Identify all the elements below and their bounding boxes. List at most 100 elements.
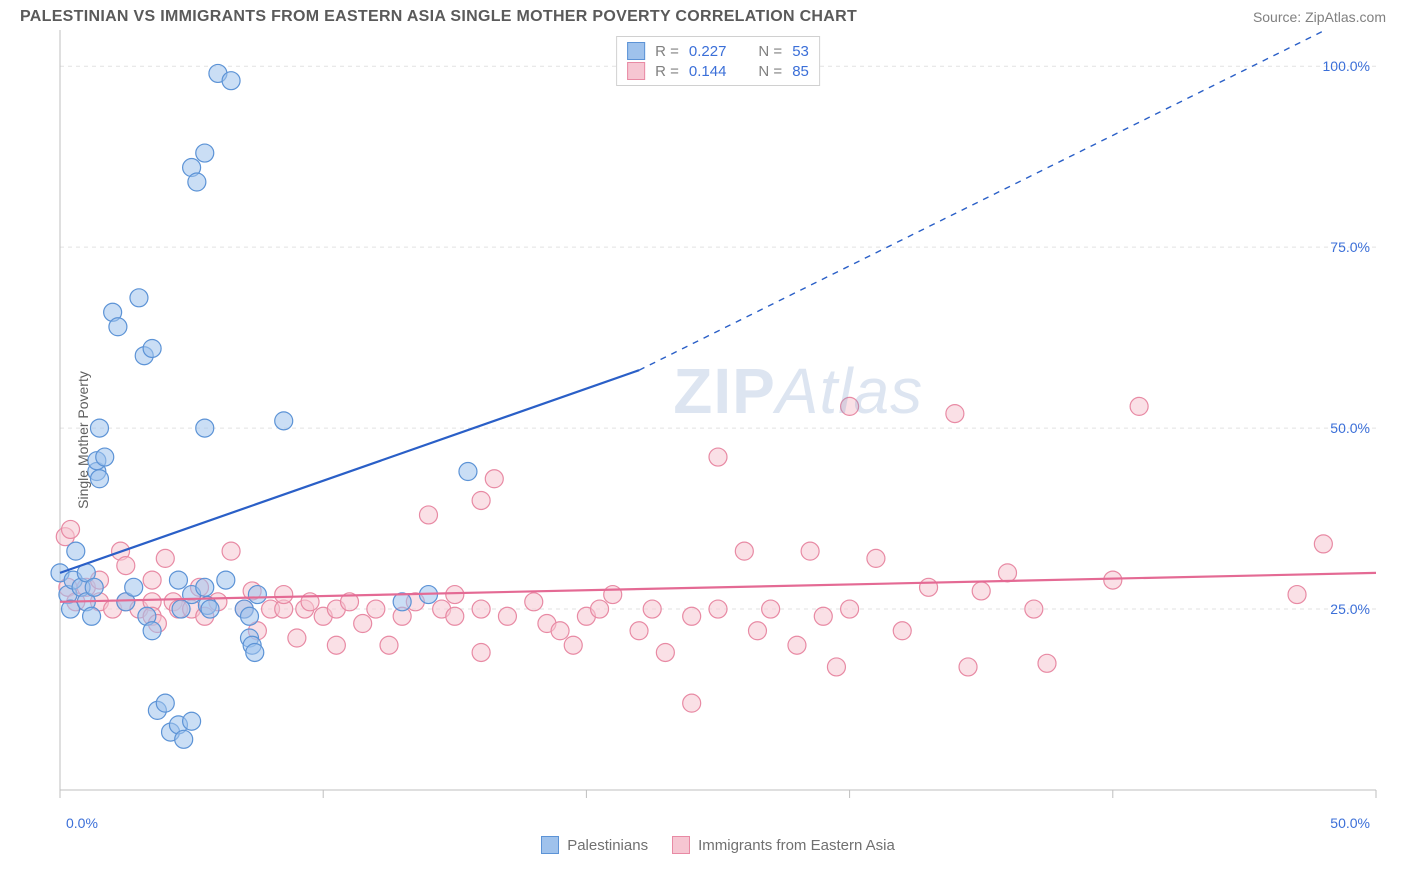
y-tick-label: 50.0% xyxy=(1330,420,1370,436)
data-point-pink xyxy=(1038,654,1056,672)
data-point-blue xyxy=(83,607,101,625)
data-point-pink xyxy=(867,549,885,567)
x-tick-label: 50.0% xyxy=(1330,815,1370,831)
data-point-pink xyxy=(604,586,622,604)
data-point-pink xyxy=(498,607,516,625)
data-point-pink xyxy=(788,636,806,654)
data-point-blue xyxy=(201,600,219,618)
legend-n-value: 85 xyxy=(792,63,809,80)
trendline-blue xyxy=(60,370,639,573)
data-point-pink xyxy=(380,636,398,654)
data-point-pink xyxy=(656,643,674,661)
correlation-legend: R = 0.227 N = 53 R = 0.144 N = 85 xyxy=(616,36,820,86)
data-point-pink xyxy=(354,615,372,633)
data-point-pink xyxy=(591,600,609,618)
data-point-pink xyxy=(485,470,503,488)
data-point-pink xyxy=(551,622,569,640)
data-point-pink xyxy=(143,571,161,589)
data-point-blue xyxy=(196,578,214,596)
legend-n-label: N = xyxy=(758,43,782,60)
legend-swatch-blue xyxy=(541,836,559,854)
data-point-pink xyxy=(564,636,582,654)
data-point-blue xyxy=(175,730,193,748)
data-point-blue xyxy=(85,578,103,596)
legend-swatch-blue xyxy=(627,42,645,60)
data-point-pink xyxy=(1104,571,1122,589)
data-point-pink xyxy=(446,607,464,625)
data-point-pink xyxy=(1288,586,1306,604)
data-point-blue xyxy=(109,318,127,336)
data-point-blue xyxy=(248,586,266,604)
data-point-pink xyxy=(683,694,701,712)
legend-item-pink: Immigrants from Eastern Asia xyxy=(672,836,895,854)
title-bar: PALESTINIAN VS IMMIGRANTS FROM EASTERN A… xyxy=(0,0,1406,30)
legend-n-label: N = xyxy=(758,63,782,80)
legend-row-blue: R = 0.227 N = 53 xyxy=(627,41,809,61)
data-point-pink xyxy=(972,582,990,600)
data-point-blue xyxy=(156,694,174,712)
data-point-blue xyxy=(90,419,108,437)
data-point-pink xyxy=(525,593,543,611)
legend-r-label: R = xyxy=(655,63,679,80)
y-tick-label: 25.0% xyxy=(1330,601,1370,617)
data-point-pink xyxy=(946,405,964,423)
data-point-blue xyxy=(246,643,264,661)
y-tick-label: 75.0% xyxy=(1330,239,1370,255)
data-point-pink xyxy=(419,506,437,524)
source-name: ZipAtlas.com xyxy=(1305,9,1386,25)
chart-area: Single Mother Poverty 25.0%50.0%75.0%100… xyxy=(50,30,1386,850)
data-point-blue xyxy=(183,712,201,730)
data-point-pink xyxy=(748,622,766,640)
data-point-pink xyxy=(1130,397,1148,415)
data-point-blue xyxy=(143,622,161,640)
data-point-pink xyxy=(999,564,1017,582)
x-tick-label: 0.0% xyxy=(66,815,98,831)
data-point-pink xyxy=(62,520,80,538)
data-point-pink xyxy=(1025,600,1043,618)
data-point-pink xyxy=(472,491,490,509)
legend-swatch-pink xyxy=(672,836,690,854)
data-point-pink xyxy=(327,636,345,654)
legend-n-value: 53 xyxy=(792,43,809,60)
data-point-blue xyxy=(169,571,187,589)
data-point-pink xyxy=(446,586,464,604)
data-point-blue xyxy=(459,463,477,481)
data-point-pink xyxy=(959,658,977,676)
data-point-blue xyxy=(222,72,240,90)
legend-series-name: Immigrants from Eastern Asia xyxy=(698,837,895,854)
data-point-pink xyxy=(683,607,701,625)
data-point-blue xyxy=(143,339,161,357)
data-point-blue xyxy=(67,542,85,560)
data-point-pink xyxy=(275,586,293,604)
data-point-blue xyxy=(196,419,214,437)
legend-r-label: R = xyxy=(655,43,679,60)
data-point-pink xyxy=(1314,535,1332,553)
data-point-pink xyxy=(472,600,490,618)
y-tick-label: 100.0% xyxy=(1323,58,1370,74)
data-point-pink xyxy=(117,557,135,575)
legend-item-blue: Palestinians xyxy=(541,836,648,854)
legend-series-name: Palestinians xyxy=(567,837,648,854)
series-legend: Palestinians Immigrants from Eastern Asia xyxy=(50,836,1386,854)
data-point-blue xyxy=(241,607,259,625)
data-point-pink xyxy=(801,542,819,560)
data-point-pink xyxy=(814,607,832,625)
data-point-blue xyxy=(125,578,143,596)
data-point-pink xyxy=(222,542,240,560)
data-point-pink xyxy=(841,397,859,415)
data-point-pink xyxy=(893,622,911,640)
legend-swatch-pink xyxy=(627,62,645,80)
data-point-pink xyxy=(643,600,661,618)
chart-title: PALESTINIAN VS IMMIGRANTS FROM EASTERN A… xyxy=(20,8,857,26)
data-point-pink xyxy=(762,600,780,618)
data-point-pink xyxy=(709,448,727,466)
data-point-pink xyxy=(472,643,490,661)
legend-r-value: 0.144 xyxy=(689,63,727,80)
data-point-pink xyxy=(827,658,845,676)
data-point-blue xyxy=(130,289,148,307)
data-point-blue xyxy=(96,448,114,466)
data-point-pink xyxy=(156,549,174,567)
data-point-blue xyxy=(196,144,214,162)
legend-r-value: 0.227 xyxy=(689,43,727,60)
data-point-pink xyxy=(920,578,938,596)
